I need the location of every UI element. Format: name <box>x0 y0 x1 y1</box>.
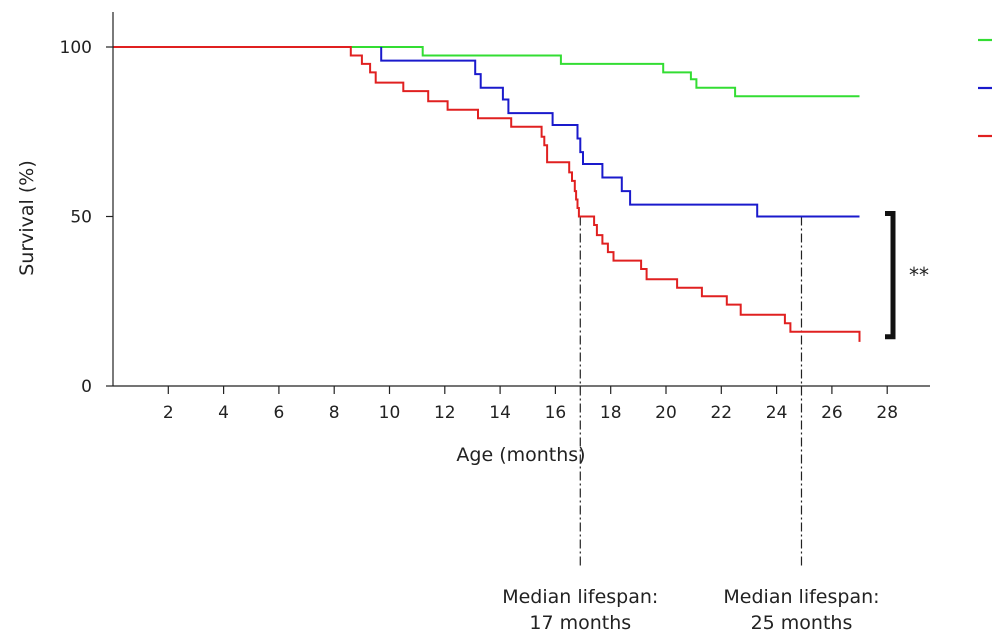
x-tick-label: 18 <box>600 403 622 423</box>
series-blue-line <box>380 47 860 218</box>
x-axis-title: Age (months) <box>456 444 585 466</box>
x-tick-label: 12 <box>434 403 456 423</box>
series-red-line <box>113 46 861 342</box>
median-label-line2: 17 months <box>529 612 631 634</box>
x-tick-label: 24 <box>766 403 788 423</box>
significance-bracket <box>885 211 896 340</box>
significance-bracket-group: ** <box>885 211 929 340</box>
x-tick-label: 8 <box>329 403 340 423</box>
median-label-line1: Median lifespan: <box>723 586 879 608</box>
median-label-line2: 25 months <box>751 612 853 634</box>
x-tick-label: 20 <box>655 403 677 423</box>
y-tick-label: 0 <box>81 377 92 397</box>
x-tick-label: 16 <box>545 403 567 423</box>
x-tick-label: 6 <box>273 403 284 423</box>
x-tick-label: 28 <box>876 403 898 423</box>
legend <box>978 38 992 138</box>
significance-label: ** <box>909 263 929 287</box>
x-tick-label: 22 <box>710 403 732 423</box>
median-label-line1: Median lifespan: <box>502 586 658 608</box>
y-axis-title: Survival (%) <box>16 160 38 276</box>
x-tick-label: 10 <box>379 403 401 423</box>
x-tick-label: 14 <box>489 403 511 423</box>
series-green-line <box>113 46 860 98</box>
series-group <box>113 46 861 342</box>
median-annotations: Median lifespan: 17 months Median lifespan… <box>502 216 880 634</box>
x-tick-label: 4 <box>218 403 229 423</box>
y-tick-label: 50 <box>70 208 92 228</box>
y-tick-label: 100 <box>60 38 92 58</box>
x-tick-label: 26 <box>821 403 843 423</box>
x-tick-label: 2 <box>163 403 174 423</box>
